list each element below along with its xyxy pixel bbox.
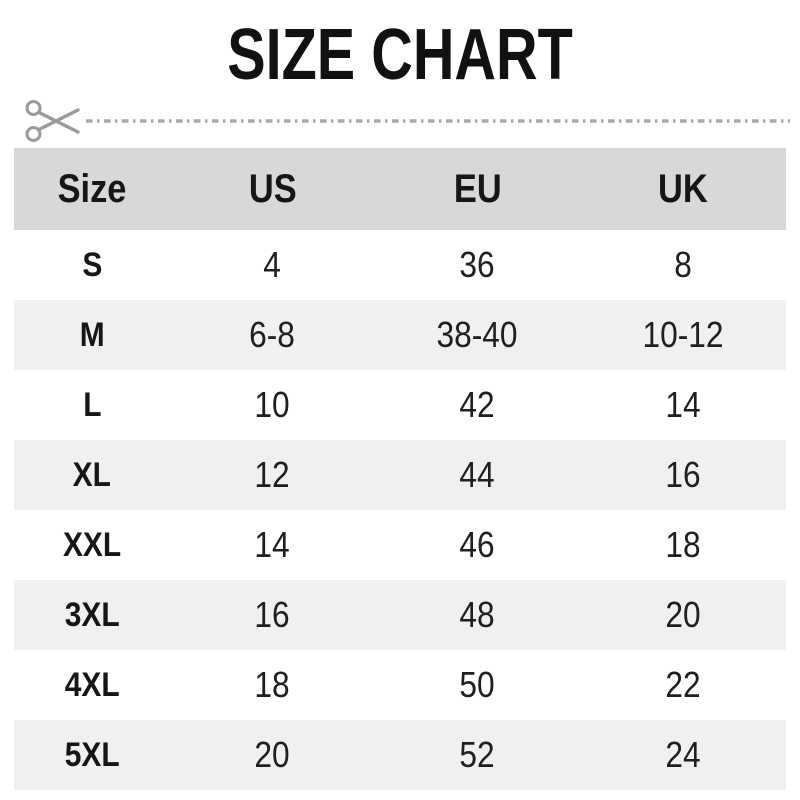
header-cell-uk: UK <box>580 167 786 212</box>
cell-value: 20 <box>665 594 701 635</box>
table-row-xxl: XXL 14 46 18 <box>14 510 786 580</box>
header-cell-size: Size <box>14 167 170 212</box>
size-cell: L <box>14 386 170 425</box>
cell-value: 6-8 <box>249 314 296 355</box>
table-row-4xl: 4XL 18 50 22 <box>14 650 786 720</box>
table-row-5xl: 5XL 20 52 24 <box>14 720 786 790</box>
cell-value: 14 <box>665 384 701 425</box>
page-title-text: SIZE CHART <box>227 15 573 95</box>
size-cell: S <box>14 246 170 285</box>
size-cell: M <box>14 316 170 355</box>
size-cell: 5XL <box>14 736 170 775</box>
header-label: Size <box>57 166 127 211</box>
cell-value: 16 <box>665 454 701 495</box>
size-label: 5XL <box>64 735 120 774</box>
cell-value: 8 <box>674 244 692 285</box>
size-cell: 4XL <box>14 666 170 705</box>
uk-value-cell: 8 <box>580 244 786 286</box>
cell-value: 44 <box>459 454 496 495</box>
eu-value-cell: 52 <box>375 734 580 776</box>
header-cell-us: US <box>170 167 375 212</box>
eu-value-cell: 44 <box>375 454 580 496</box>
size-label: XL <box>72 455 112 494</box>
cell-value: 16 <box>254 594 291 635</box>
cell-value: 48 <box>459 594 496 635</box>
size-table: Size US EU UK S 4 36 8 M 6-8 38-40 10-12… <box>14 148 786 790</box>
header-label: UK <box>658 166 708 211</box>
cell-value: 20 <box>254 734 291 775</box>
uk-value-cell: 16 <box>580 454 786 496</box>
eu-value-cell: 36 <box>375 244 580 286</box>
table-row-s: S 4 36 8 <box>14 230 786 300</box>
us-value-cell: 6-8 <box>170 314 375 356</box>
uk-value-cell: 22 <box>580 664 786 706</box>
size-label: S <box>82 245 102 284</box>
cell-value: 18 <box>254 664 291 705</box>
eu-value-cell: 42 <box>375 384 580 426</box>
uk-value-cell: 18 <box>580 524 786 566</box>
eu-value-cell: 48 <box>375 594 580 636</box>
cell-value: 4 <box>263 244 282 285</box>
size-label: XXL <box>62 525 122 564</box>
header-cell-eu: EU <box>375 167 580 212</box>
eu-value-cell: 50 <box>375 664 580 706</box>
page-title: SIZE CHART <box>0 16 800 94</box>
cell-value: 18 <box>665 524 701 565</box>
eu-value-cell: 38-40 <box>375 314 580 356</box>
us-value-cell: 10 <box>170 384 375 426</box>
cell-value: 24 <box>665 734 701 775</box>
cell-value: 46 <box>459 524 496 565</box>
us-value-cell: 12 <box>170 454 375 496</box>
dash-dot-cut-line <box>86 119 790 123</box>
size-cell: XXL <box>14 526 170 565</box>
header-label: US <box>248 166 297 211</box>
size-label: L <box>82 385 102 424</box>
cell-value: 42 <box>459 384 496 425</box>
size-cell: 3XL <box>14 596 170 635</box>
size-cell: XL <box>14 456 170 495</box>
cell-value: 52 <box>459 734 496 775</box>
cut-line-row <box>0 94 800 148</box>
eu-value-cell: 46 <box>375 524 580 566</box>
cell-value: 12 <box>254 454 291 495</box>
cell-value: 50 <box>459 664 496 705</box>
cell-value: 10-12 <box>642 314 724 355</box>
us-value-cell: 4 <box>170 244 375 286</box>
table-row-3xl: 3XL 16 48 20 <box>14 580 786 650</box>
cell-value: 10 <box>254 384 291 425</box>
uk-value-cell: 14 <box>580 384 786 426</box>
us-value-cell: 16 <box>170 594 375 636</box>
uk-value-cell: 24 <box>580 734 786 776</box>
size-label: M <box>79 315 105 354</box>
scissors-icon <box>25 100 80 142</box>
table-header-row: Size US EU UK <box>14 148 786 230</box>
cell-value: 36 <box>459 244 496 285</box>
cell-value: 14 <box>254 524 291 565</box>
table-row-m: M 6-8 38-40 10-12 <box>14 300 786 370</box>
cell-value: 22 <box>665 664 701 705</box>
us-value-cell: 14 <box>170 524 375 566</box>
table-row-xl: XL 12 44 16 <box>14 440 786 510</box>
size-label: 4XL <box>64 665 120 704</box>
uk-value-cell: 10-12 <box>580 314 786 356</box>
table-row-l: L 10 42 14 <box>14 370 786 440</box>
cell-value: 38-40 <box>436 314 519 355</box>
size-label: 3XL <box>64 595 120 634</box>
header-label: EU <box>453 166 502 211</box>
us-value-cell: 18 <box>170 664 375 706</box>
us-value-cell: 20 <box>170 734 375 776</box>
uk-value-cell: 20 <box>580 594 786 636</box>
